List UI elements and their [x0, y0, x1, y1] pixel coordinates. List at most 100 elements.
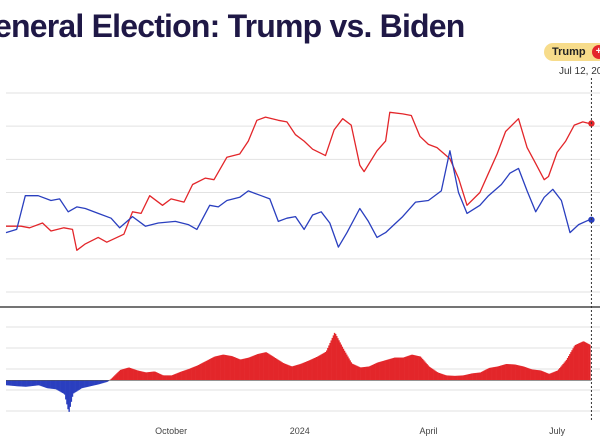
margin-bar-172 [197, 364, 200, 381]
margin-bar-269 [305, 361, 308, 381]
margin-bar-184 [211, 358, 213, 381]
margin-bar-273 [310, 359, 312, 381]
margin-bar-401 [453, 375, 455, 381]
margin-bar-20 [28, 380, 30, 387]
margin-bar-16 [23, 380, 26, 387]
margin-bar-241 [274, 357, 277, 381]
margin-bar-274 [311, 359, 313, 381]
margin-bar-63 [76, 380, 78, 392]
margin-bar-369 [417, 356, 419, 381]
margin-bar-25 [33, 380, 36, 386]
margin-bar-344 [389, 358, 392, 381]
margin-bar-233 [265, 352, 268, 381]
margin-bar-348 [394, 357, 396, 381]
margin-bar-124 [144, 372, 146, 381]
margin-bar-305 [346, 354, 348, 381]
margin-bar-216 [246, 357, 249, 381]
margin-bar-132 [153, 371, 155, 381]
margin-bar-311 [352, 364, 355, 381]
margin-bar-508 [572, 348, 574, 381]
trump-margin-badge[interactable]: Trump + [544, 43, 600, 61]
margin-bar-190 [217, 355, 220, 381]
margin-bar-251 [285, 364, 288, 381]
margin-bar-129 [149, 371, 152, 381]
margin-bar-341 [386, 359, 388, 381]
margin-bar-372 [420, 357, 423, 381]
margin-bar-436 [492, 367, 494, 381]
margin-bar-385 [435, 371, 437, 381]
margin-bar-487 [549, 373, 551, 381]
margin-bar-31 [40, 380, 42, 387]
margin-bar-478 [539, 370, 541, 381]
margin-bar-520 [585, 342, 588, 381]
margin-bar-460 [518, 365, 521, 381]
margin-bar-41 [51, 380, 54, 389]
margin-bar-392 [443, 374, 445, 381]
margin-bar-19 [27, 380, 29, 387]
margin-bar-455 [513, 364, 515, 381]
margin-bar-166 [191, 367, 193, 381]
margin-bar-325 [368, 366, 370, 381]
margin-bar-220 [251, 356, 253, 381]
margin-bar-29 [38, 380, 40, 386]
margin-bar-242 [275, 358, 278, 381]
margin-bar-400 [452, 375, 454, 381]
margin-bar-232 [264, 352, 267, 381]
margin-bar-444 [501, 365, 503, 381]
margin-bar-433 [488, 367, 491, 381]
margin-bar-337 [381, 361, 384, 381]
margin-bar-23 [31, 380, 34, 387]
margin-bar-297 [337, 338, 339, 381]
margin-bar-343 [388, 359, 390, 381]
margin-bar-404 [456, 375, 458, 381]
margin-bar-354 [400, 357, 403, 381]
margin-bar-324 [367, 366, 369, 381]
margin-bar-379 [428, 366, 431, 381]
margin-bar-197 [225, 355, 228, 381]
margin-bar-512 [576, 343, 579, 381]
margin-bar-219 [250, 356, 252, 381]
margin-bar-260 [295, 365, 298, 381]
margin-bar-523 [589, 344, 591, 381]
margin-bar-123 [143, 371, 145, 381]
margin-bar-38 [48, 380, 50, 389]
margin-bar-239 [272, 356, 274, 381]
margin-bar-101 [118, 370, 121, 381]
margin-bar-491 [553, 371, 555, 381]
margin-bar-47 [58, 380, 60, 392]
margin-bar-69 [82, 380, 85, 388]
margin-bar-131 [152, 371, 154, 381]
margin-bar-75 [89, 380, 92, 387]
margin-bar-148 [171, 375, 173, 381]
margin-bar-507 [571, 350, 573, 381]
margin-bar-432 [487, 368, 490, 381]
margin-bar-396 [447, 375, 449, 381]
margin-bar-208 [237, 358, 240, 381]
margin-bar-298 [338, 340, 340, 381]
margin-bar-30 [39, 380, 41, 386]
margin-bar-462 [521, 366, 523, 381]
margin-bar-473 [533, 369, 535, 381]
margin-bar-290 [329, 342, 331, 381]
margin-bar-271 [308, 360, 310, 381]
margin-bar-509 [573, 346, 575, 381]
margin-bar-176 [202, 362, 204, 381]
margin-bar-327 [370, 365, 373, 381]
series-line-biden [5, 150, 590, 248]
margin-bar-68 [81, 380, 84, 389]
margin-bar-308 [349, 360, 351, 381]
margin-bar-284 [322, 353, 325, 381]
margin-bar-360 [407, 355, 409, 381]
margin-bar-350 [396, 357, 398, 381]
margin-bar-1 [7, 380, 9, 386]
margin-bar-221 [252, 355, 254, 381]
margin-bar-149 [172, 374, 174, 381]
margin-bar-73 [87, 380, 89, 387]
margin-bar-87 [103, 380, 105, 383]
margin-bar-5 [11, 380, 13, 386]
x-tick-label: 2024 [290, 426, 310, 436]
margin-bar-497 [560, 366, 562, 381]
margin-bar-206 [235, 357, 238, 381]
margin-bar-186 [213, 356, 215, 381]
margin-bar-425 [479, 372, 482, 381]
